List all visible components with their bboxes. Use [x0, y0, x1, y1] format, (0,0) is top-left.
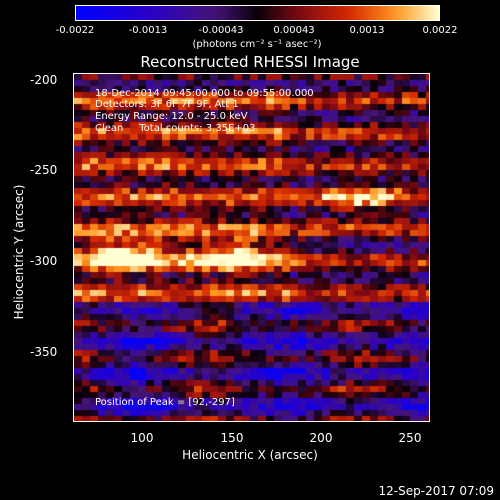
annotation-energy-range: Energy Range: 12.0 - 25.0 keV [95, 111, 248, 122]
heatmap-plot-area [73, 73, 430, 422]
annotation-detectors: Detectors: 3F 6F 7F 9F, Att 1 [95, 99, 239, 110]
y-tick-label: -350 [30, 345, 58, 359]
plot-title: Reconstructed RHESSI Image [140, 53, 360, 71]
heatmap-image [74, 74, 429, 421]
colorbar-units-label: (photons cm⁻² s⁻¹ asec⁻²) [192, 39, 322, 50]
footer-date: 12-Sep-2017 07:09 [378, 484, 494, 498]
x-tick-label: 200 [309, 431, 333, 445]
colorbar-tick-label: -0.00043 [198, 25, 244, 36]
colorbar-tick-label: 0.0022 [422, 25, 458, 36]
x-axis-label: Heliocentric X (arcsec) [182, 448, 318, 462]
colorbar-tick-label: -0.0022 [55, 25, 95, 36]
y-axis-label: Heliocentric Y (arcsec) [12, 184, 26, 320]
colorbar-tick-label: -0.0013 [128, 25, 168, 36]
x-tick-label: 250 [398, 431, 422, 445]
colorbar [75, 5, 440, 21]
y-tick-label: -200 [30, 73, 58, 87]
annotation-peak: Position of Peak = [92,-297] [95, 397, 235, 408]
annotation-method: Clean Total counts: 3.35E+03 [95, 123, 256, 134]
colorbar-tick-label: 0.0013 [349, 25, 385, 36]
x-tick-label: 150 [220, 431, 244, 445]
colorbar-tick-label: 0.00043 [273, 25, 315, 36]
annotation-time-range: 18-Dec-2014 09:45:00.000 to 09:55:00.000 [95, 88, 314, 99]
y-tick-label: -300 [30, 254, 58, 268]
x-tick-label: 100 [130, 431, 154, 445]
y-tick-label: -250 [30, 163, 58, 177]
